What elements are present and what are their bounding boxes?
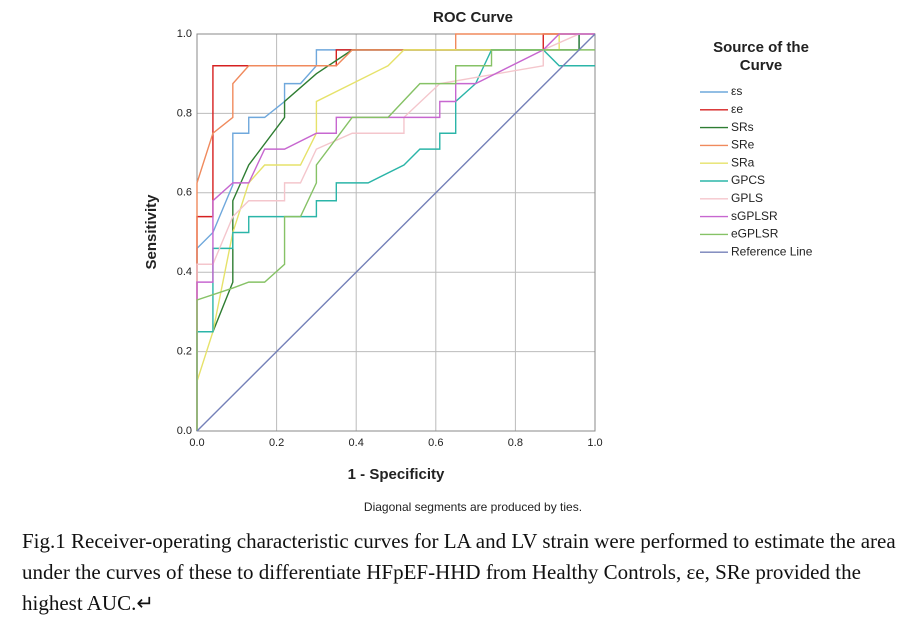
x-tick-label: 0.2 <box>269 437 284 449</box>
y-tick-label: 0.0 <box>177 425 192 437</box>
legend-label: Reference Line <box>731 244 813 258</box>
roc-curve <box>196 33 595 431</box>
legend-label: GPCS <box>731 173 765 187</box>
legend-label: εe <box>731 102 743 116</box>
roc-curve <box>196 49 595 431</box>
chart: ROC Curve 1 - Specificity Sensitivity Di… <box>143 9 813 514</box>
y-tick-label: 0.6 <box>177 187 192 199</box>
x-tick-label: 1.0 <box>587 437 602 449</box>
legend-title: Source of the Curve <box>713 39 809 74</box>
legend-label: GPLS <box>731 191 763 205</box>
y-tick-label: 1.0 <box>177 28 192 40</box>
roc-curve <box>196 49 595 431</box>
x-tick-label: 0.0 <box>189 437 204 449</box>
roc-curve <box>196 33 596 432</box>
chart-title: ROC Curve <box>433 9 513 26</box>
y-axis-label: Sensitivity <box>143 194 160 270</box>
legend-label: SRe <box>731 138 755 152</box>
y-tick-label: 0.2 <box>177 346 192 358</box>
y-tick-label: 0.8 <box>177 107 192 119</box>
x-tick-label: 0.6 <box>428 437 443 449</box>
x-tick-label: 0.4 <box>349 437 364 449</box>
x-axis-label: 1 - Specificity <box>348 466 445 483</box>
x-tick-label: 0.8 <box>508 437 523 449</box>
y-tick-label: 0.4 <box>177 266 192 278</box>
caption: Fig.1 Receiver-operating characteristic … <box>22 529 896 615</box>
footnote: Diagonal segments are produced by ties. <box>364 500 582 514</box>
legend-label: eGPLSR <box>731 227 779 241</box>
roc-curve <box>196 33 595 431</box>
legend-label: sGPLSR <box>731 209 778 223</box>
legend-label: εs <box>731 84 742 98</box>
legend-label: SRa <box>731 155 755 169</box>
roc-curve <box>196 33 595 431</box>
legend-label: SRs <box>731 120 754 134</box>
